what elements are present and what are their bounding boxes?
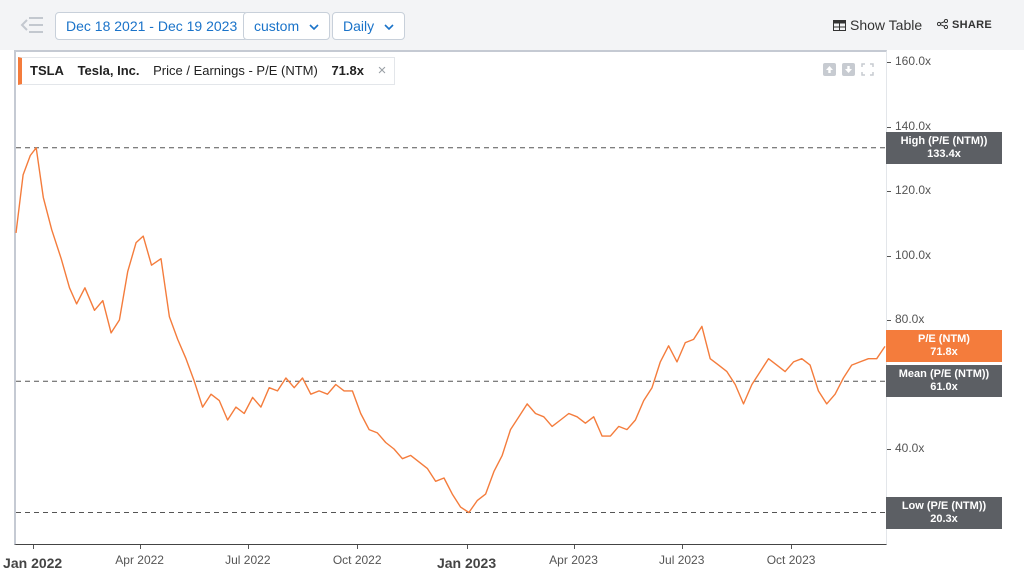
table-icon — [833, 20, 846, 31]
move-up-icon[interactable] — [823, 63, 836, 76]
high-value-tag: High (P/E (NTM)) 133.4x — [886, 131, 1002, 164]
mean-value-tag: Mean (P/E (NTM)) 61.0x — [886, 365, 1002, 398]
low-value-tag: Low (P/E (NTM)) 20.3x — [886, 496, 1002, 529]
y-tick-mark — [887, 320, 891, 321]
frequency-dropdown[interactable]: Daily — [332, 12, 406, 40]
x-tick-label: Jan 2023 — [436, 555, 497, 571]
mean-tag-value: 61.0x — [930, 381, 958, 394]
legend-ticker: TSLA — [30, 63, 64, 78]
share-label: SHARE — [952, 19, 993, 31]
x-tick-label: Apr 2023 — [549, 553, 598, 567]
y-tick-mark — [887, 191, 891, 192]
fullscreen-icon[interactable] — [861, 63, 874, 76]
current-value-tag: P/E (NTM) 71.8x — [886, 330, 1002, 363]
y-tick-label: 40.0x — [895, 441, 925, 455]
x-tick-mark — [357, 545, 359, 549]
x-tick-mark — [32, 545, 34, 549]
x-tick-label: Jul 2022 — [225, 553, 271, 567]
current-tag-value: 71.8x — [930, 346, 958, 359]
high-tag-value: 133.4x — [927, 147, 961, 160]
x-tick-label: Apr 2022 — [115, 553, 164, 567]
close-icon[interactable]: × — [377, 62, 387, 79]
plot-area-frame — [14, 50, 887, 545]
low-tag-name: Low (P/E (NTM)) — [901, 499, 987, 512]
y-tick-mark — [887, 449, 891, 450]
low-tag-value: 20.3x — [930, 512, 958, 525]
chart-toolbar: Dec 18 2021 - Dec 19 2023 custom Daily S… — [0, 0, 1024, 50]
show-table-button[interactable]: Show Table — [833, 17, 922, 33]
frequency-label: Daily — [343, 18, 375, 34]
y-tick-label: 120.0x — [895, 183, 932, 197]
x-tick-label: Jul 2023 — [659, 553, 705, 567]
high-tag-name: High (P/E (NTM)) — [900, 134, 988, 147]
y-tick-label: 100.0x — [895, 247, 932, 262]
date-range-button[interactable]: Dec 18 2021 - Dec 19 2023 — [55, 12, 249, 40]
y-tick-mark — [887, 255, 891, 257]
x-tick-mark — [139, 545, 141, 549]
reference-lines — [16, 147, 885, 514]
x-tick-mark — [681, 545, 683, 549]
menu-collapse-icon[interactable] — [20, 14, 46, 36]
chevron-down-icon — [384, 24, 394, 31]
mean-tag-name: Mean (P/E (NTM)) — [898, 368, 990, 381]
y-tick-label: 80.0x — [895, 312, 925, 326]
share-button[interactable]: SHARE — [936, 18, 993, 31]
legend-company: Tesla, Inc. — [77, 63, 140, 78]
move-down-icon[interactable] — [842, 63, 855, 76]
x-tick-mark — [247, 545, 249, 549]
date-range-label: Dec 18 2021 - Dec 19 2023 — [66, 18, 238, 34]
chevron-down-icon — [309, 24, 319, 31]
legend-metric: Price / Earnings - P/E (NTM) — [153, 63, 318, 78]
series-line-pe-ntm[interactable] — [15, 147, 886, 514]
y-tick-mark — [887, 126, 891, 128]
show-table-label: Show Table — [850, 17, 923, 33]
y-tick-label: 140.0x — [895, 118, 932, 133]
x-tick-label: Oct 2023 — [766, 553, 816, 567]
range-type-label: custom — [254, 18, 300, 34]
x-tick-label: Jan 2022 — [3, 555, 63, 571]
share-icon — [936, 18, 949, 30]
x-tick-label: Oct 2022 — [332, 553, 382, 567]
series-legend[interactable]: TSLA Tesla, Inc. Price / Earnings - P/E … — [18, 57, 396, 85]
current-tag-name: P/E (NTM) — [918, 333, 970, 346]
y-tick-mark — [887, 62, 891, 63]
x-tick-mark — [573, 545, 575, 549]
series-layer — [15, 147, 886, 514]
x-tick-mark — [466, 545, 468, 549]
y-tick-label: 160.0x — [895, 54, 932, 68]
x-tick-mark — [791, 545, 793, 549]
range-type-dropdown[interactable]: custom — [243, 12, 331, 40]
legend-value: 71.8x — [331, 63, 364, 78]
